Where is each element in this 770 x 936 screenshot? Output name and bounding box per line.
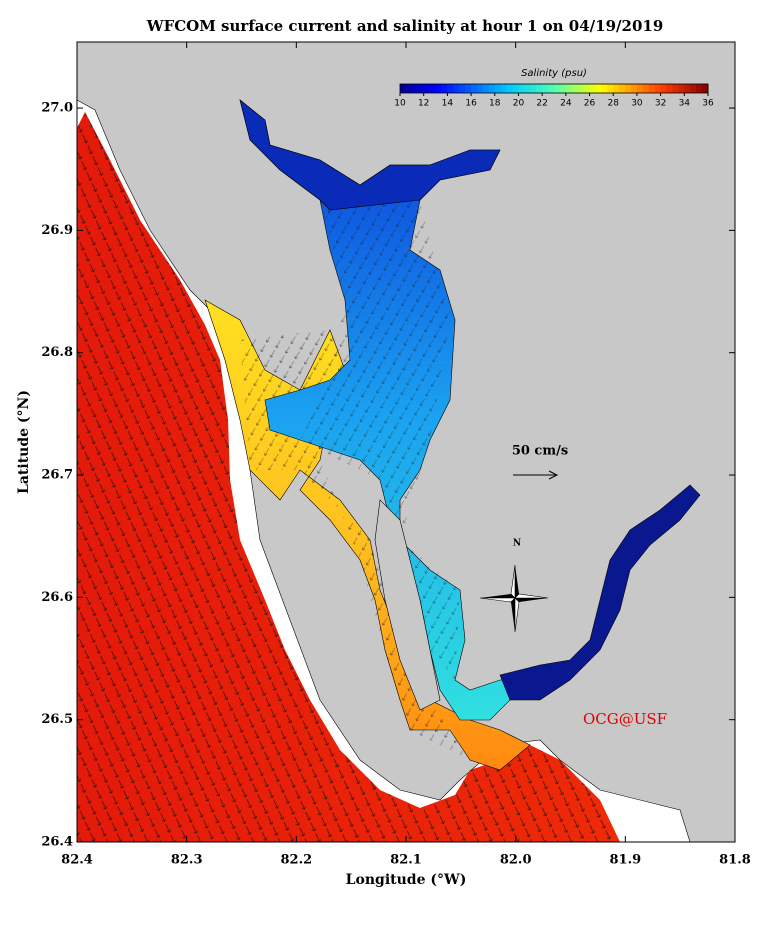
colorbar-cell (571, 84, 579, 93)
colorbar-cell (595, 84, 602, 93)
colorbar-cell (636, 84, 644, 93)
scale-label: 50 cm/s (512, 444, 568, 459)
colorbar-cell (666, 84, 673, 93)
x-tick-label: 82.0 (500, 853, 532, 868)
colorbar-cell (565, 84, 573, 93)
colorbar-cell (423, 84, 431, 93)
colorbar-cell (477, 84, 484, 93)
x-tick-label: 81.9 (609, 853, 641, 868)
credit: OCG@USF (583, 710, 667, 728)
colorbar-cell (417, 84, 425, 93)
colorbar-cell (702, 84, 709, 93)
colorbar-cell (500, 84, 508, 93)
colorbar-cell (542, 84, 549, 93)
colorbar-tick-label: 18 (489, 99, 501, 109)
colorbar-cell (678, 84, 685, 93)
colorbar-cell (654, 84, 662, 93)
map-title: WFCOM surface current and salinity at ho… (146, 17, 664, 35)
x-axis-label: Longitude (°W) (346, 872, 467, 888)
y-tick-label: 26.6 (41, 590, 73, 605)
colorbar-cell (559, 84, 567, 93)
current-vectors (77, 112, 620, 842)
colorbar: 10 12 14 16 18 20 22 24 26 28 30 32 34 36 (394, 83, 714, 109)
colorbar-tick-label: 12 (418, 99, 429, 109)
colorbar-cell (435, 84, 442, 93)
colorbar-cell (583, 84, 591, 93)
colorbar-cell (471, 84, 478, 93)
colorbar-cell (518, 84, 525, 93)
colorbar-tick-label: 16 (465, 99, 477, 109)
y-tick-label: 26.4 (41, 835, 73, 850)
north-label: N (513, 539, 521, 549)
x-tick-label: 82.3 (171, 853, 203, 868)
colorbar-cell (577, 84, 585, 93)
colorbar-cell (459, 84, 466, 93)
colorbar-cell (465, 84, 472, 93)
scale-arrow (513, 470, 559, 480)
x-tick-label: 82.4 (61, 853, 93, 868)
colorbar-cell (607, 84, 614, 93)
upper-harbor-water (239, 99, 501, 211)
colorbar-tick-label: 10 (394, 99, 406, 109)
colorbar-frame (399, 83, 709, 94)
colorbar-tick-label: 30 (631, 99, 643, 109)
y-axis-label: Latitude (°N) (16, 390, 32, 494)
colorbar-cell (429, 84, 437, 93)
colorbar-cell (411, 84, 419, 93)
colorbar-cell (548, 84, 555, 93)
x-tick-label: 82.2 (280, 853, 312, 868)
y-tick-label: 27.0 (41, 101, 73, 116)
x-tick-label: 82.1 (390, 853, 422, 868)
colorbar-tick-label: 24 (560, 99, 572, 109)
colorbar-cell (690, 84, 697, 93)
colorbar-tick-label: 20 (513, 99, 525, 109)
colorbar-cell (482, 84, 490, 93)
colorbar-cell (530, 84, 537, 93)
colorbar-tick-label: 22 (536, 99, 547, 109)
colorbar-tick-label: 14 (442, 99, 454, 109)
compass (479, 564, 549, 633)
y-tick-label: 26.7 (41, 468, 73, 483)
colorbar-cell (660, 84, 668, 93)
colorbar-cell (672, 84, 679, 93)
colorbar-cell (601, 84, 608, 93)
colorbar-cell (453, 84, 460, 93)
colorbar-tick-label: 36 (702, 99, 714, 109)
colorbar-cell (619, 84, 626, 93)
colorbar-cell (554, 84, 561, 93)
colorbar-tick-label: 34 (679, 99, 691, 109)
colorbar-tick-label: 26 (584, 99, 596, 109)
colorbar-cell (488, 84, 496, 93)
colorbar-tick-label: 28 (608, 99, 620, 109)
colorbar-cell (494, 84, 502, 93)
current-vectors (300, 200, 460, 680)
map-body (76, 42, 735, 843)
colorbar-tick-label: 32 (655, 99, 666, 109)
y-tick-label: 26.9 (41, 223, 73, 238)
colorbar-cell (400, 84, 407, 93)
colorbar-cell (506, 84, 514, 93)
y-tick-label: 26.5 (41, 712, 73, 727)
colorbar-cell (441, 84, 448, 93)
y-tick-label: 26.8 (41, 345, 73, 360)
colorbar-cell (625, 84, 632, 93)
colorbar-cell (648, 84, 656, 93)
colorbar-cell (447, 84, 454, 93)
colorbar-cell (631, 84, 638, 93)
colorbar-cell (642, 84, 650, 93)
colorbar-cell (512, 84, 519, 93)
colorbar-cell (524, 84, 531, 93)
x-tick-label: 81.8 (719, 853, 751, 868)
island (374, 499, 441, 711)
colorbar-label: Salinity (psu) (521, 68, 587, 79)
colorbar-cell (536, 84, 543, 93)
colorbar-cell (696, 84, 703, 93)
colorbar-cell (613, 84, 620, 93)
colorbar-cell (684, 84, 691, 93)
colorbar-cell (589, 84, 596, 93)
river-water (499, 484, 701, 701)
colorbar-cell (405, 84, 413, 93)
